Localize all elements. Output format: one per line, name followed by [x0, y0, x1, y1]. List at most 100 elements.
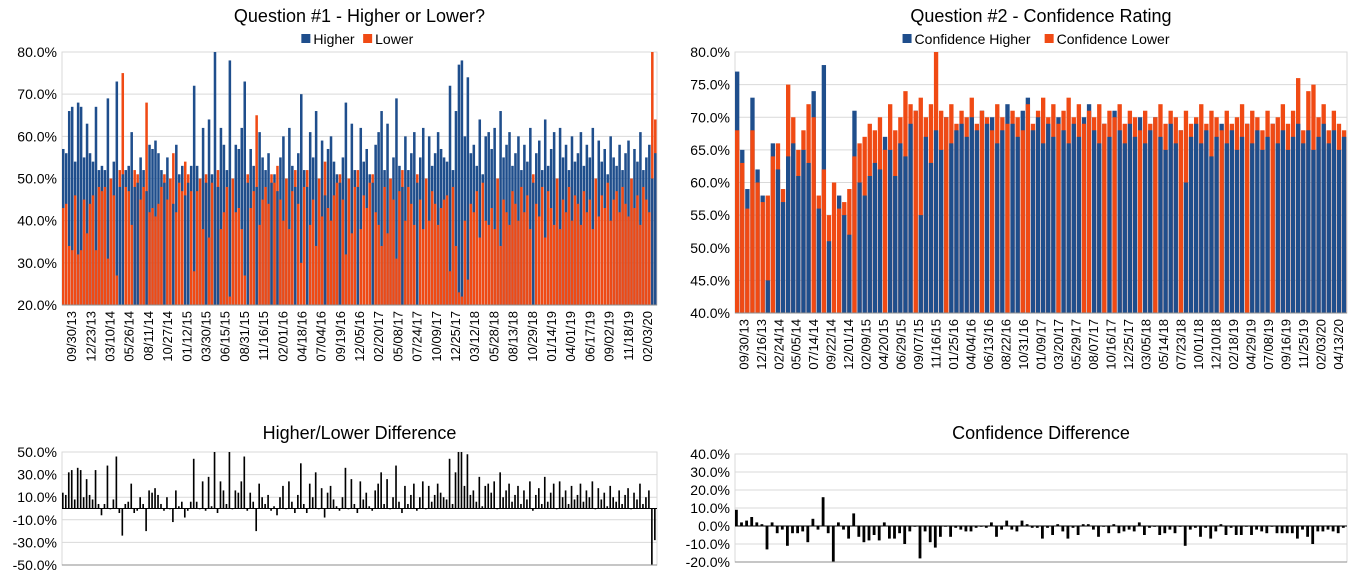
- bar-lower: [1270, 123, 1275, 314]
- bar-lower: [362, 195, 366, 305]
- bar-difference: [178, 506, 180, 509]
- bar-lower: [279, 199, 282, 305]
- bar-lower: [109, 178, 113, 305]
- bar-higher: [243, 81, 247, 306]
- bar-lower: [765, 195, 770, 313]
- bar-difference: [237, 492, 240, 509]
- bar-difference: [1117, 526, 1121, 534]
- y-tick-label: 40.0%: [690, 446, 730, 462]
- bar-difference: [872, 526, 876, 535]
- x-tick-label: 06/17/19: [582, 311, 597, 362]
- legend-swatch-0: [301, 34, 311, 43]
- bar-difference: [1071, 526, 1075, 528]
- bar-lower: [344, 254, 348, 305]
- bar-difference: [356, 508, 359, 514]
- bar-higher: [1224, 143, 1229, 313]
- bar-lower: [1005, 123, 1010, 314]
- bar-lower: [368, 182, 371, 305]
- bar-higher: [288, 127, 291, 306]
- bar-difference: [392, 497, 394, 509]
- bar-lower: [597, 216, 601, 305]
- bar-higher: [416, 182, 419, 305]
- bar-lower: [76, 254, 80, 305]
- x-tick-label: 04/18/16: [294, 311, 309, 362]
- bar-higher: [918, 215, 923, 313]
- y-tick-label: 75.0%: [690, 77, 730, 93]
- conf_diff-title: Confidence Difference: [952, 423, 1130, 443]
- bar-lower: [317, 178, 321, 305]
- x-tick-label: 02/09/15: [859, 319, 874, 370]
- bar-lower: [882, 149, 888, 313]
- x-tick-label: 07/24/17: [410, 311, 425, 362]
- bar-lower: [374, 212, 377, 305]
- x-tick-label: 08/07/17: [1086, 319, 1101, 370]
- bar-difference: [314, 472, 317, 509]
- bar-difference: [127, 501, 130, 509]
- bar-lower: [335, 182, 339, 305]
- bar-higher: [867, 175, 872, 313]
- bar-higher: [1280, 130, 1286, 313]
- bar-difference: [597, 488, 600, 509]
- bar-difference: [329, 485, 332, 509]
- bar-lower: [353, 186, 357, 305]
- bar-lower: [261, 199, 264, 305]
- bar-higher: [305, 186, 309, 305]
- bar-higher: [395, 98, 398, 305]
- bar-higher: [529, 127, 532, 306]
- bar-difference: [1183, 526, 1187, 546]
- bar-lower: [472, 212, 476, 305]
- bar-difference: [341, 497, 344, 509]
- bar-lower: [615, 191, 618, 305]
- bar-difference: [627, 488, 629, 509]
- bar-difference: [419, 497, 421, 509]
- y-tick-label: 70.0%: [17, 86, 57, 102]
- bar-difference: [964, 526, 968, 532]
- bar-difference: [898, 526, 902, 534]
- bar-lower: [112, 195, 116, 305]
- bar-difference: [416, 508, 418, 511]
- bar-difference: [371, 508, 374, 511]
- x-tick-label: 10/27/14: [160, 311, 175, 362]
- bar-difference: [255, 508, 258, 532]
- bar-lower: [222, 212, 226, 305]
- bar-higher: [816, 208, 821, 313]
- bar-difference: [106, 465, 109, 509]
- bar-difference: [421, 481, 424, 509]
- bar-lower: [990, 130, 995, 313]
- bar-difference: [543, 476, 546, 509]
- bar-lower: [493, 229, 496, 305]
- bar-higher: [532, 182, 535, 305]
- bar-lower: [70, 250, 74, 305]
- bar-lower: [648, 212, 651, 305]
- bar-lower: [201, 229, 205, 305]
- bar-lower: [228, 296, 232, 305]
- bar-difference: [499, 472, 501, 509]
- bar-lower: [448, 271, 452, 305]
- bar-lower: [302, 186, 306, 305]
- bar-lower: [1020, 130, 1025, 313]
- bar-difference: [427, 485, 430, 509]
- bar-lower: [760, 202, 765, 313]
- bar-difference: [588, 497, 591, 509]
- bar-higher: [949, 143, 954, 313]
- bar-difference: [603, 492, 606, 509]
- bar-lower: [540, 186, 544, 305]
- bar-lower: [1025, 104, 1031, 313]
- bar-difference: [801, 526, 805, 532]
- x-tick-label: 03/20/17: [1051, 319, 1066, 370]
- bar-difference: [103, 503, 106, 509]
- bar-difference: [380, 472, 382, 509]
- bar-higher: [219, 127, 223, 306]
- bar-higher: [1000, 130, 1005, 313]
- bar-difference: [362, 499, 365, 509]
- bar-lower: [750, 130, 755, 313]
- bar-difference: [213, 452, 216, 509]
- bar-lower: [546, 191, 550, 305]
- bar-lower: [207, 237, 211, 305]
- bar-higher: [1051, 136, 1056, 313]
- bar-higher: [484, 136, 487, 305]
- x-tick-label: 03/10/14: [103, 311, 118, 362]
- bar-difference: [445, 499, 448, 509]
- bar-lower: [288, 229, 291, 305]
- bar-higher: [371, 182, 374, 305]
